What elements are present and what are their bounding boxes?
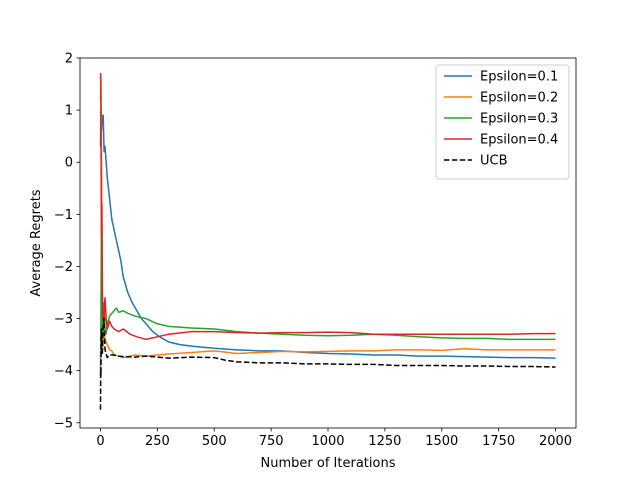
y-tick-label: −1 — [54, 208, 73, 223]
y-tick-label: −4 — [54, 364, 73, 379]
y-tick-label: −3 — [54, 312, 73, 327]
y-tick-label: −2 — [54, 260, 73, 275]
x-tick-label: 1750 — [482, 434, 515, 449]
y-tick-label: −5 — [54, 416, 73, 431]
x-axis-label: Number of Iterations — [261, 456, 396, 471]
series-line-3 — [99, 224, 556, 376]
series-line-5 — [99, 317, 556, 410]
legend-label: UCB — [480, 154, 508, 169]
y-axis: 2 1 0 −1 −2 −3 −4 −5 — [54, 52, 80, 431]
y-tick-label: 1 — [65, 104, 73, 119]
x-tick-label: 500 — [202, 434, 227, 449]
series-line-1 — [99, 109, 556, 359]
series-line-2 — [99, 78, 556, 359]
x-tick-label: 1500 — [425, 434, 458, 449]
x-tick-label: 250 — [145, 434, 170, 449]
x-tick-label: 1000 — [311, 434, 344, 449]
x-tick-label: 2000 — [539, 434, 572, 449]
y-tick-label: 0 — [65, 156, 73, 171]
series-line-4 — [99, 72, 556, 341]
legend-box — [435, 64, 570, 180]
y-tick-label: 2 — [65, 52, 73, 67]
legend: Epsilon=0.1 Epsilon=0.2 Epsilon=0.3 Epsilon… — [435, 64, 570, 180]
x-tick-label: 1250 — [368, 434, 401, 449]
legend-label: Epsilon=0.2 — [480, 91, 558, 106]
y-axis-label: Average Regrets — [29, 189, 44, 296]
x-tick-label: 750 — [259, 434, 284, 449]
legend-label: Epsilon=0.4 — [480, 133, 558, 148]
legend-label: Epsilon=0.1 — [480, 70, 558, 85]
plot-lines — [99, 72, 556, 410]
x-tick-label: 0 — [96, 434, 104, 449]
legend-label: Epsilon=0.3 — [480, 112, 558, 127]
x-axis: 0 250 500 750 1000 1250 1500 1750 2000 — [96, 428, 572, 449]
